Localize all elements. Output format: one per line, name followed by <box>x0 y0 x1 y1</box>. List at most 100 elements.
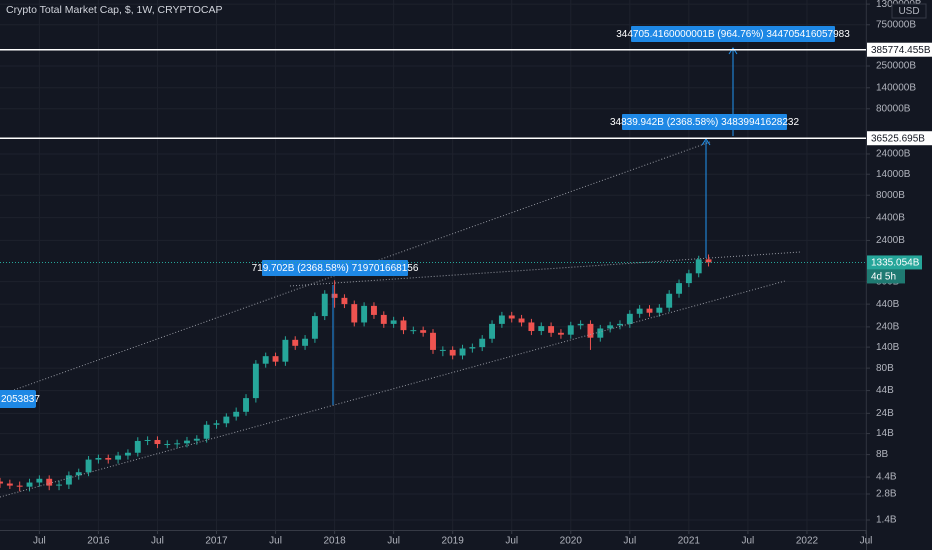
candle-body <box>321 293 328 317</box>
drawings: 719.702B (2368.58%) 719701668156 34839.9… <box>0 26 850 498</box>
candle-body <box>626 313 633 324</box>
candle-body <box>518 318 525 323</box>
candle-body <box>95 458 102 460</box>
candle-body <box>193 438 200 441</box>
x-tick-label: 2022 <box>796 536 819 547</box>
y-tick-label: 44B <box>876 385 894 396</box>
candle-body <box>459 348 466 356</box>
candle-body <box>105 458 112 460</box>
x-tick-label: Jul <box>151 536 164 547</box>
candle-body <box>400 320 407 331</box>
candle-body <box>302 338 309 346</box>
candle-body <box>272 356 279 362</box>
candle-body <box>331 293 338 298</box>
arrow-head <box>701 138 711 146</box>
y-tick-label: 140B <box>876 342 900 353</box>
candle-body <box>666 293 673 308</box>
x-tick-label: Jul <box>269 536 282 547</box>
candle-body <box>489 323 495 339</box>
plot <box>0 254 712 492</box>
horizontal-line-label-box <box>867 131 932 146</box>
candle-body <box>548 326 555 333</box>
candle-body <box>56 484 62 486</box>
y-tick-label: 140000B <box>876 82 916 93</box>
measure-label-box <box>622 114 787 130</box>
candle-body <box>115 455 122 460</box>
candle-body <box>0 481 3 484</box>
candle-body <box>233 411 240 417</box>
candle-body <box>46 478 53 486</box>
candle-body <box>65 475 72 485</box>
measure-label: 34839.942B (2368.58%) 34839941628232 <box>610 117 799 128</box>
y-tick-label: 8B <box>876 449 889 460</box>
candle-body <box>538 326 545 332</box>
candle-body <box>587 323 594 338</box>
x-tick-label: 2018 <box>323 536 346 547</box>
trend-line <box>0 280 786 498</box>
arrow-head <box>728 47 738 55</box>
x-tick-label: 2017 <box>205 536 228 547</box>
candle-body <box>223 416 230 424</box>
candle-body <box>479 338 486 348</box>
candle-body <box>617 323 623 326</box>
candle-body <box>243 398 249 412</box>
candle-body <box>449 349 456 356</box>
price-label: 1335.054B <box>871 258 920 269</box>
horizontal-line-label-box <box>867 42 932 57</box>
candle-body <box>134 440 141 453</box>
candle-body <box>646 308 653 313</box>
candle-body <box>695 259 702 274</box>
candle-body <box>213 423 220 425</box>
price-label-box <box>867 255 922 270</box>
candle-body <box>85 459 92 473</box>
y-tick-label: 4.4B <box>876 472 897 483</box>
candle-body <box>705 259 712 263</box>
y-tick-label: 80000B <box>876 103 911 114</box>
candle-body <box>567 325 574 335</box>
candle-body <box>371 305 377 315</box>
candle-body <box>75 472 82 476</box>
candle-body <box>184 440 190 444</box>
candle-body <box>361 305 368 323</box>
x-tick-label: Jul <box>742 536 755 547</box>
left-label: 2053837 <box>1 394 40 405</box>
y-tick-label: 250000B <box>876 61 916 72</box>
candle-body <box>262 356 269 364</box>
candle-body <box>508 315 515 319</box>
candle-body <box>390 320 397 324</box>
y-tick-label: 240B <box>876 322 900 333</box>
candle-body <box>410 330 417 332</box>
candle-body <box>203 424 210 439</box>
candle-body <box>174 443 181 445</box>
y-tick-label: 1.4B <box>876 515 897 526</box>
candle-body <box>154 439 161 445</box>
candle-body <box>685 273 692 284</box>
grid <box>0 0 867 530</box>
candle-body <box>16 485 23 487</box>
measure-label: 344705.4160000001B (964.76%) 34470541605… <box>616 29 850 40</box>
candle-body <box>636 308 643 314</box>
candle-body <box>656 307 663 313</box>
countdown-box <box>867 269 905 284</box>
candle-body <box>607 325 614 329</box>
currency: USD <box>898 6 919 17</box>
candle-body <box>292 339 299 346</box>
x-tick-label: Jul <box>505 536 518 547</box>
y-tick-label: 24B <box>876 408 894 419</box>
candle-body <box>577 323 584 326</box>
measure-label-box <box>631 26 835 42</box>
candle-body <box>351 304 358 323</box>
candle-body <box>26 482 33 487</box>
x-tick-label: Jul <box>623 536 636 547</box>
measure-label-box <box>262 260 408 276</box>
x-tick-label: Jul <box>33 536 46 547</box>
chart-title: Crypto Total Market Cap, $, 1W, CRYPTOCA… <box>6 4 223 16</box>
left-label-box <box>0 390 36 408</box>
candle-body <box>311 316 318 339</box>
currency-box <box>891 3 927 19</box>
y-tick-label: 440B <box>876 299 900 310</box>
x-tick-label: 2021 <box>678 536 701 547</box>
